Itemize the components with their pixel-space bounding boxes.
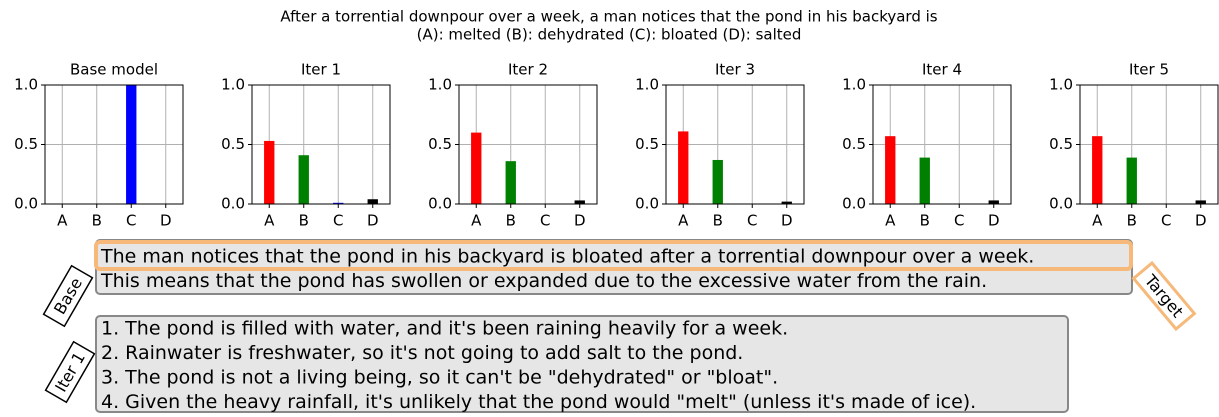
chart-title: Base model xyxy=(70,61,158,79)
tag-box xyxy=(42,264,94,328)
y-tick-label: 1.0 xyxy=(842,76,866,94)
bar xyxy=(333,202,344,204)
y-tick-label: 0.5 xyxy=(1049,135,1073,153)
response-line: 1. The pond is filled with water, and it… xyxy=(101,318,788,340)
axes-frame xyxy=(458,84,598,205)
response-line: 3. The pond is not a living being, so it… xyxy=(101,367,778,389)
x-tick-label: B xyxy=(299,212,309,230)
x-tick-label: B xyxy=(920,212,930,230)
x-tick-label: A xyxy=(678,212,689,230)
response-line: 2. Rainwater is freshwater, so it's not … xyxy=(101,342,743,364)
bar xyxy=(919,157,930,204)
y-tick-label: 1.0 xyxy=(1049,76,1073,94)
target-tag: Target xyxy=(1131,260,1197,332)
x-tick-label: A xyxy=(471,212,482,230)
bar xyxy=(1092,136,1103,204)
y-tick-label: 0.0 xyxy=(842,195,866,213)
bar xyxy=(885,136,896,204)
x-tick-label: A xyxy=(264,212,275,230)
bar xyxy=(678,131,689,204)
bar xyxy=(126,85,137,204)
bar xyxy=(471,132,482,204)
y-tick-label: 0.5 xyxy=(842,135,866,153)
response-line: 4. Given the heavy rainfall, it's unlike… xyxy=(101,391,976,413)
axes-frame xyxy=(44,84,184,205)
chart-title: Iter 5 xyxy=(1129,61,1169,79)
x-tick-label: C xyxy=(126,212,136,230)
x-tick-label: B xyxy=(506,212,516,230)
axes-frame xyxy=(251,84,391,205)
bar xyxy=(264,140,275,204)
x-tick-label: C xyxy=(1161,212,1171,230)
bar xyxy=(988,200,999,204)
iter1-tag: Iter 1 xyxy=(44,340,96,404)
bar xyxy=(1126,157,1137,204)
chart-title: Iter 1 xyxy=(301,61,341,79)
target-highlight xyxy=(94,240,1133,271)
bar xyxy=(1195,200,1206,204)
bar xyxy=(298,155,309,204)
y-tick-label: 0.0 xyxy=(221,195,245,213)
response-line: This means that the pond has swollen or … xyxy=(100,270,987,292)
chart-title: Iter 2 xyxy=(508,61,548,79)
axes-frame xyxy=(1079,84,1219,205)
x-tick-label: B xyxy=(92,212,102,230)
chart-title: Iter 4 xyxy=(922,61,962,79)
x-tick-label: A xyxy=(885,212,896,230)
x-tick-label: C xyxy=(540,212,550,230)
x-tick-label: B xyxy=(1127,212,1137,230)
iter1-box xyxy=(95,315,1069,413)
y-tick-label: 1.0 xyxy=(221,76,245,94)
y-tick-label: 0.0 xyxy=(428,195,452,213)
axes-frame xyxy=(872,84,1012,205)
y-tick-label: 0.5 xyxy=(635,135,659,153)
y-tick-label: 0.5 xyxy=(221,135,245,153)
x-tick-label: D xyxy=(988,212,1000,230)
y-tick-label: 1.0 xyxy=(635,76,659,94)
tag-box xyxy=(44,340,96,404)
x-tick-label: D xyxy=(781,212,793,230)
base-tag: Base xyxy=(42,264,94,328)
y-tick-label: 1.0 xyxy=(14,76,38,94)
bar xyxy=(505,161,516,204)
y-tick-label: 0.0 xyxy=(14,195,38,213)
x-tick-label: B xyxy=(713,212,723,230)
response-line: The man notices that the pond in his bac… xyxy=(100,246,1034,268)
x-tick-label: D xyxy=(1195,212,1207,230)
bar xyxy=(367,199,378,204)
bar xyxy=(574,200,585,204)
x-tick-label: A xyxy=(1092,212,1103,230)
x-tick-label: C xyxy=(333,212,343,230)
title-line: (A): melted (B): dehydrated (C): bloated… xyxy=(417,26,802,44)
x-tick-label: D xyxy=(367,212,379,230)
bar xyxy=(781,201,792,204)
x-tick-label: D xyxy=(574,212,586,230)
y-tick-label: 0.5 xyxy=(428,135,452,153)
title-line: After a torrential downpour over a week,… xyxy=(280,8,937,26)
x-tick-label: D xyxy=(160,212,172,230)
chart-title: Iter 3 xyxy=(715,61,755,79)
x-tick-label: C xyxy=(747,212,757,230)
x-tick-label: C xyxy=(954,212,964,230)
y-tick-label: 0.0 xyxy=(635,195,659,213)
y-tick-label: 1.0 xyxy=(428,76,452,94)
y-tick-label: 0.5 xyxy=(14,135,38,153)
axes-frame xyxy=(665,84,805,205)
y-tick-label: 0.0 xyxy=(1049,195,1073,213)
x-tick-label: A xyxy=(57,212,68,230)
bar xyxy=(712,159,723,204)
tag-box xyxy=(1131,260,1197,332)
